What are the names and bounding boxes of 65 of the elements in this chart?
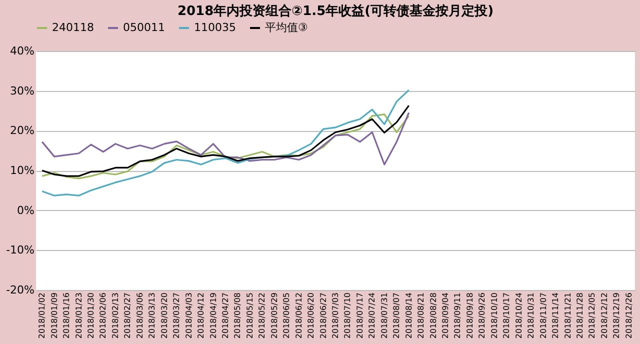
x-tick-label: 2018/07/17: [355, 292, 364, 339]
y-tick-label: 0%: [17, 204, 34, 217]
x-tick-label: 2018/03/13: [148, 292, 157, 339]
x-tick-label: 2018/12/12: [600, 292, 609, 339]
x-tick-label: 2018/12/26: [624, 292, 634, 339]
x-tick-label: 2018/06/20: [306, 292, 316, 339]
y-tick-label: 40%: [10, 44, 34, 58]
y-tick-label: 10%: [10, 164, 34, 177]
x-tick-label: 2018/09/11: [453, 292, 462, 339]
x-tick-label: 2018/11/14: [551, 292, 560, 339]
x-tick-label: 2018/03/20: [160, 292, 169, 339]
x-tick-label: 2018/05/22: [258, 292, 267, 339]
legend-label: 240118: [52, 21, 94, 34]
legend-label: 平均值③: [265, 21, 308, 34]
x-tick-label: 2018/12/19: [612, 292, 622, 339]
x-tick-label: 2018/08/21: [416, 292, 426, 339]
x-tick-label: 2018/04/03: [184, 292, 194, 339]
x-tick-label: 2018/08/07: [392, 292, 402, 339]
x-tick-label: 2018/03/06: [135, 292, 144, 339]
x-tick-label: 2018/11/28: [575, 292, 584, 339]
x-tick-label: 2018/03/27: [172, 292, 182, 339]
x-tick-label: 2018/11/21: [563, 292, 572, 339]
x-tick-label: 2018/05/15: [245, 292, 254, 339]
y-tick-label: 20%: [10, 124, 34, 138]
y-tick-label: 30%: [10, 84, 34, 98]
x-tick-label: 2018/05/08: [233, 292, 242, 339]
line-series: [41, 104, 410, 177]
x-tick-label: 2018/11/07: [538, 292, 548, 339]
x-tick-label: 2018/06/27: [318, 292, 328, 339]
x-tick-label: 2018/01/23: [74, 292, 84, 339]
x-tick-label: 2018/05/29: [270, 292, 279, 339]
x-tick-label: 2018/01/09: [50, 292, 59, 339]
line-series: [41, 112, 410, 166]
x-tick-label: 2018/02/27: [123, 292, 132, 339]
x-tick-label: 2018/06/05: [282, 292, 292, 339]
x-tick-label: 2018/02/06: [98, 292, 108, 339]
x-tick-label: 2018/02/13: [110, 292, 120, 339]
x-tick-label: 2018/01/30: [86, 292, 96, 339]
x-tick-label: 2018/07/03: [331, 292, 340, 339]
x-tick-label: 2018/07/10: [343, 292, 352, 339]
x-tick-label: 2018/10/17: [502, 292, 512, 339]
x-tick-label: 2018/10/24: [514, 292, 524, 339]
x-tick-label: 2018/12/05: [588, 292, 597, 339]
x-tick-label: 2018/04/12: [196, 292, 206, 339]
x-tick-label: 2018/04/19: [208, 292, 218, 339]
x-tick-label: 2018/09/04: [441, 292, 450, 339]
x-tick-label: 2018/09/18: [465, 292, 474, 339]
x-tick-label: 2018/01/16: [62, 292, 72, 339]
legend-label: 110035: [194, 21, 236, 34]
x-tick-label: 2018/01/02: [38, 292, 47, 339]
x-tick-label: 2018/08/14: [404, 292, 414, 339]
x-tick-label: 2018/07/24: [368, 292, 377, 339]
y-tick-label: -10%: [6, 244, 34, 257]
chart-title: 2018年内投资组合②1.5年收益(可转债基金按月定投): [177, 3, 494, 19]
x-tick-label: 2018/08/28: [428, 292, 438, 339]
x-tick-label: 2018/07/31: [380, 292, 389, 339]
x-tick-label: 2018/10/10: [490, 292, 499, 339]
x-tick-label: 2018/09/26: [478, 292, 487, 339]
line-series: [41, 89, 410, 196]
line-series: [41, 114, 410, 180]
legend-label: 050011: [123, 21, 165, 34]
y-tick-label: -20%: [6, 284, 34, 296]
x-tick-label: 2018/04/27: [220, 292, 230, 339]
x-tick-label: 2018/10/31: [526, 292, 536, 339]
x-tick-label: 2018/06/12: [294, 292, 304, 339]
